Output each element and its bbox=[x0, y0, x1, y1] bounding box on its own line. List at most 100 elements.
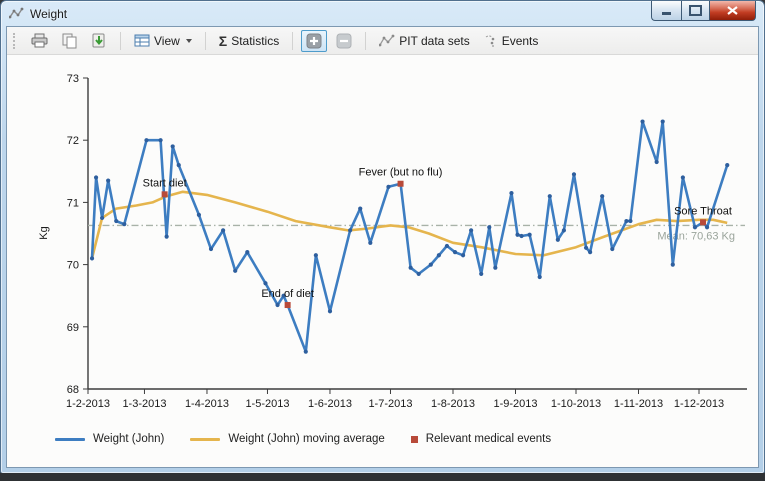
data-point bbox=[386, 184, 391, 189]
events-label: Events bbox=[501, 33, 539, 48]
data-point bbox=[680, 175, 685, 180]
copy-icon bbox=[62, 33, 77, 48]
data-point bbox=[114, 218, 119, 224]
zoom-out-button[interactable] bbox=[331, 30, 357, 52]
chevron-down-icon bbox=[185, 38, 192, 43]
data-point bbox=[368, 240, 373, 245]
data-point bbox=[452, 250, 458, 255]
x-tick-label: 1-4-2013 bbox=[185, 398, 229, 410]
data-point bbox=[358, 206, 363, 211]
y-tick-label: 72 bbox=[67, 135, 79, 147]
event-annotation: Start diet bbox=[143, 177, 187, 189]
event-annotation: Fever (but no flu) bbox=[359, 167, 443, 179]
minimize-button[interactable] bbox=[651, 1, 681, 21]
data-point bbox=[469, 228, 474, 233]
data-point bbox=[106, 178, 111, 183]
data-point bbox=[313, 253, 318, 258]
data-point bbox=[100, 215, 105, 221]
x-tick-label: 1-12-2013 bbox=[674, 398, 724, 410]
print-button[interactable] bbox=[26, 30, 53, 51]
data-point bbox=[208, 246, 214, 252]
event-marker bbox=[700, 219, 707, 226]
data-point bbox=[408, 265, 413, 270]
data-point bbox=[436, 253, 441, 258]
data-point bbox=[275, 302, 280, 308]
data-point bbox=[547, 194, 552, 199]
view-dropdown-button[interactable]: View bbox=[129, 31, 197, 51]
legend-item-medical-events: Relevant medical events bbox=[410, 433, 552, 445]
pit-data-sets-button[interactable]: PIT data sets bbox=[374, 31, 474, 51]
event-marker bbox=[284, 302, 291, 309]
data-point bbox=[122, 222, 127, 227]
sigma-icon: Σ bbox=[218, 32, 228, 49]
zoom-in-button[interactable] bbox=[301, 29, 328, 52]
data-point bbox=[515, 232, 520, 237]
event-marker bbox=[397, 180, 404, 187]
data-point bbox=[628, 218, 633, 224]
data-point bbox=[428, 262, 433, 267]
toolbar-separator bbox=[120, 31, 121, 50]
data-point bbox=[660, 119, 665, 124]
toolbar: View Σ Statistics bbox=[7, 27, 758, 55]
maximize-button[interactable] bbox=[681, 1, 710, 21]
window-content: View Σ Statistics bbox=[6, 26, 759, 468]
data-point bbox=[692, 225, 698, 230]
data-point bbox=[263, 281, 268, 286]
data-point bbox=[537, 274, 542, 280]
printer-icon bbox=[31, 33, 48, 48]
statistics-button[interactable]: Σ Statistics bbox=[214, 30, 284, 52]
zoom-in-icon bbox=[306, 33, 322, 48]
moving-average-line-swatch bbox=[190, 437, 221, 441]
x-tick-label: 1-3-2013 bbox=[122, 398, 166, 410]
save-button[interactable] bbox=[86, 30, 112, 52]
toolbar-grip[interactable] bbox=[13, 32, 18, 49]
chart-app-icon bbox=[9, 7, 24, 19]
minimize-icon bbox=[662, 12, 671, 15]
desktop-background bbox=[0, 473, 765, 481]
legend-label-medical-events: Relevant medical events bbox=[425, 433, 552, 445]
data-point bbox=[281, 293, 286, 298]
data-point bbox=[493, 265, 498, 270]
pit-data-sets-icon bbox=[379, 34, 395, 47]
close-icon bbox=[727, 6, 738, 15]
data-point bbox=[479, 271, 484, 277]
maximize-icon bbox=[689, 5, 702, 16]
data-point bbox=[303, 349, 308, 354]
legend-label-moving-average: Weight (John) moving average bbox=[228, 433, 385, 445]
pit-data-sets-label: PIT data sets bbox=[399, 33, 470, 48]
data-point bbox=[610, 246, 615, 252]
data-point bbox=[527, 232, 532, 237]
data-point bbox=[221, 228, 226, 233]
weight-chart[interactable]: 68 69 70 71 72 73 1-2-2013 1-3-2013 1-4-2013 1-5-… bbox=[7, 57, 758, 419]
save-icon bbox=[92, 33, 105, 47]
data-point bbox=[571, 172, 577, 177]
legend-label-weight: Weight (John) bbox=[93, 433, 165, 445]
data-point bbox=[654, 159, 659, 165]
data-point bbox=[600, 194, 605, 199]
y-tick-label: 69 bbox=[67, 322, 79, 334]
medical-events-swatch bbox=[410, 435, 418, 443]
mean-label: Mean: 70,63 Kg bbox=[657, 230, 735, 242]
weight-line bbox=[90, 120, 729, 354]
x-tick-label: 1-8-2013 bbox=[431, 398, 475, 410]
close-button[interactable] bbox=[710, 1, 756, 21]
moving-average-line bbox=[90, 190, 728, 259]
x-tick-label: 1-11-2013 bbox=[614, 398, 663, 410]
copy-button[interactable] bbox=[57, 30, 82, 52]
x-tick-label: 1-2-2013 bbox=[66, 398, 110, 410]
x-tick-label: 1-9-2013 bbox=[493, 398, 537, 410]
title-bar[interactable]: Weight bbox=[1, 1, 764, 26]
y-tick-label: 68 bbox=[67, 384, 79, 396]
x-tick-label: 1-6-2013 bbox=[308, 398, 352, 410]
y-axis-title: Kg bbox=[38, 226, 50, 239]
data-point bbox=[588, 250, 593, 255]
toolbar-separator bbox=[292, 31, 294, 50]
data-point bbox=[170, 144, 175, 149]
statistics-label: Statistics bbox=[231, 33, 280, 48]
y-tick-label: 71 bbox=[67, 197, 79, 209]
x-tick-label: 1-7-2013 bbox=[368, 398, 412, 410]
events-button[interactable]: Events bbox=[479, 31, 544, 51]
data-point bbox=[444, 243, 450, 249]
x-tick-label: 1-10-2013 bbox=[551, 398, 601, 410]
